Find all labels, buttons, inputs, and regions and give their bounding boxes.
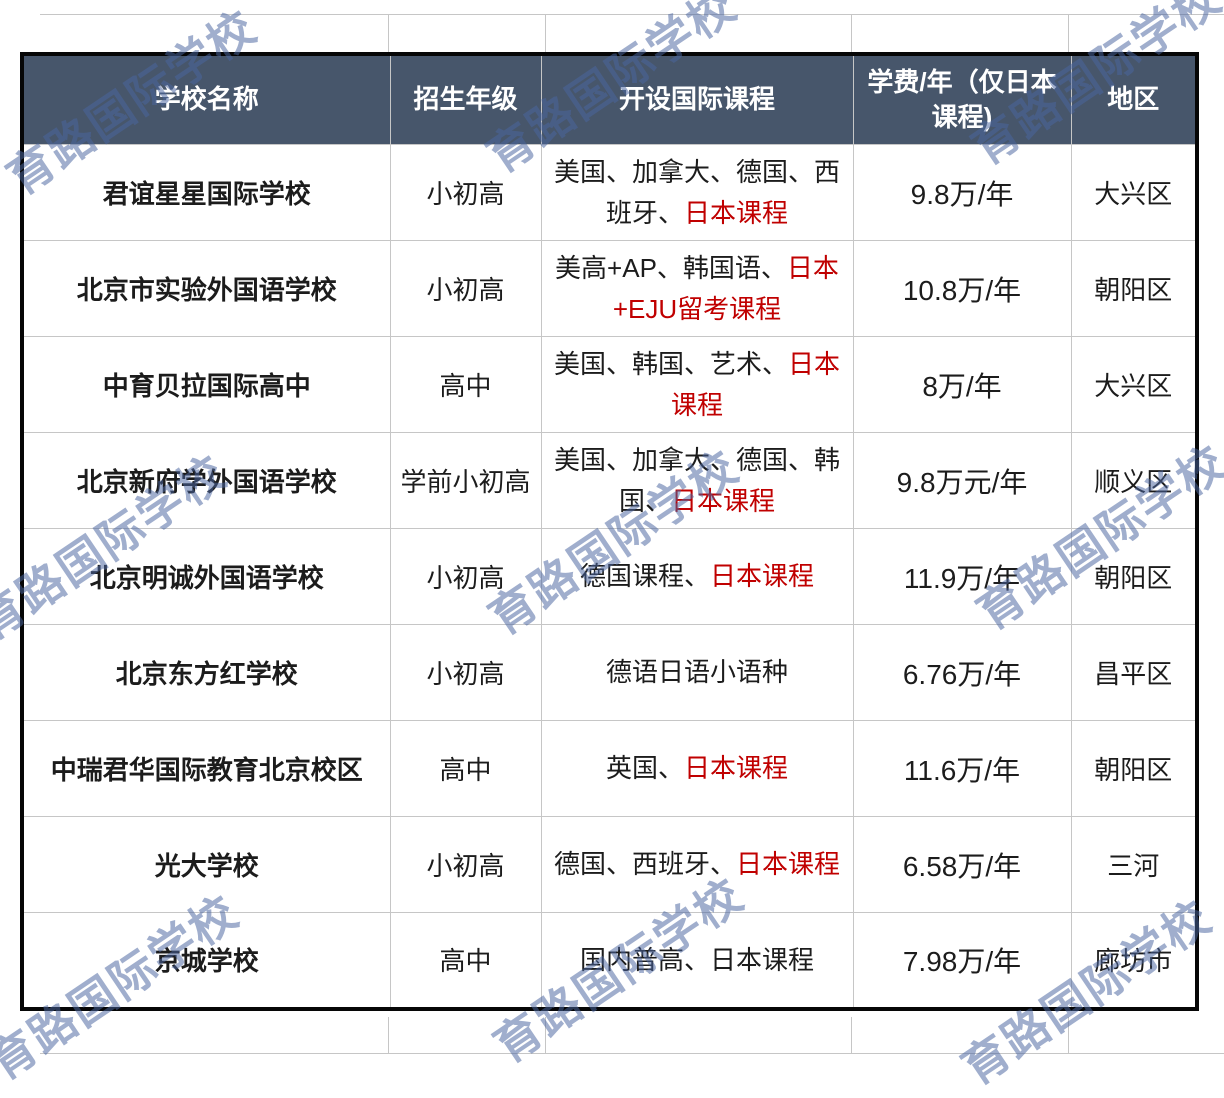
region-cell: 昌平区	[1070, 624, 1198, 721]
school-name-cell: 北京新府学外国语学校	[21, 432, 391, 529]
header-grades: 招生年级	[389, 53, 542, 145]
tuition-cell: 6.58万/年	[852, 816, 1072, 913]
course-japan-highlight: 日本课程	[736, 849, 841, 880]
region-cell: 朝阳区	[1070, 240, 1198, 337]
header-row: 学校名称 招生年级 开设国际课程 学费/年（仅日本课程) 地区	[21, 53, 1198, 145]
table-body: 君谊星星国际学校 小初高 美国、加拿大、德国、西班牙、日本课程 9.8万/年 大兴区 北京…	[21, 144, 1198, 1009]
courses-cell: 德语日语小语种	[540, 624, 854, 721]
tuition-cell: 11.9万/年	[852, 528, 1072, 625]
tuition-cell: 7.98万/年	[852, 912, 1072, 1009]
school-name-cell: 中育贝拉国际高中	[21, 336, 391, 433]
region-cell: 朝阳区	[1070, 720, 1198, 817]
course-text: 德国、西班牙、	[553, 849, 736, 880]
gridline	[545, 15, 546, 53]
table-header: 学校名称 招生年级 开设国际课程 学费/年（仅日本课程) 地区	[21, 53, 1198, 145]
grade-cell: 学前小初高	[389, 432, 542, 529]
grade-cell: 小初高	[389, 144, 542, 241]
course-japan-highlight: 日本课程	[670, 349, 841, 420]
region-cell: 廊坊市	[1070, 912, 1198, 1009]
grade-cell: 小初高	[389, 816, 542, 913]
gridline	[1068, 15, 1069, 53]
region-cell: 三河	[1070, 816, 1198, 913]
course-text: 美高+AP、韩国语、	[555, 253, 787, 284]
course-text: 英国、	[605, 753, 684, 784]
course-text: 德语日语小语种	[605, 657, 788, 688]
region-cell: 朝阳区	[1070, 528, 1198, 625]
courses-cell: 英国、日本课程	[540, 720, 854, 817]
tuition-cell: 10.8万/年	[852, 240, 1072, 337]
courses-cell: 德国课程、日本课程	[540, 528, 854, 625]
grade-cell: 小初高	[389, 240, 542, 337]
table-row: 北京市实验外国语学校 小初高 美高+AP、韩国语、日本+EJU留考课程 10.8万/年…	[21, 240, 1198, 337]
grid-strip-bottom	[40, 1017, 1224, 1054]
region-cell: 顺义区	[1070, 432, 1198, 529]
school-name-cell: 光大学校	[21, 816, 391, 913]
tuition-cell: 6.76万/年	[852, 624, 1072, 721]
school-name-cell: 中瑞君华国际教育北京校区	[21, 720, 391, 817]
course-japan-highlight: 日本课程	[710, 561, 815, 592]
table-row: 北京东方红学校 小初高 德语日语小语种 6.76万/年 昌平区	[21, 624, 1198, 721]
header-region: 地区	[1070, 53, 1198, 145]
table-row: 中瑞君华国际教育北京校区 高中 英国、日本课程 11.6万/年 朝阳区	[21, 720, 1198, 817]
school-name-cell: 北京明诚外国语学校	[21, 528, 391, 625]
courses-cell: 国内普高、日本课程	[540, 912, 854, 1009]
gridline	[1068, 1017, 1069, 1053]
gridline	[545, 1017, 546, 1053]
course-japan-highlight: 日本课程	[684, 197, 789, 228]
courses-cell: 美高+AP、韩国语、日本+EJU留考课程	[540, 240, 854, 337]
table-row: 北京新府学外国语学校 学前小初高 美国、加拿大、德国、韩国、日本课程 9.8万元/年顺…	[21, 432, 1198, 529]
school-name-cell: 京城学校	[21, 912, 391, 1009]
gridline	[388, 15, 389, 53]
region-cell: 大兴区	[1070, 144, 1198, 241]
tuition-cell: 8万/年	[852, 336, 1072, 433]
grade-cell: 小初高	[389, 528, 542, 625]
courses-cell: 美国、韩国、艺术、日本课程	[540, 336, 854, 433]
gridline	[388, 1017, 389, 1053]
course-japan-highlight: 日本课程	[684, 753, 789, 784]
tuition-cell: 9.8万元/年	[852, 432, 1072, 529]
grade-cell: 高中	[389, 720, 542, 817]
courses-cell: 美国、加拿大、德国、西班牙、日本课程	[540, 144, 854, 241]
grid-strip-top	[40, 14, 1224, 53]
table-row: 北京明诚外国语学校 小初高 德国课程、日本课程 11.9万/年 朝阳区	[21, 528, 1198, 625]
course-text: 美国、韩国、艺术、	[553, 349, 788, 380]
tuition-cell: 11.6万/年	[852, 720, 1072, 817]
tuition-cell: 9.8万/年	[852, 144, 1072, 241]
course-text: 德国课程、	[579, 561, 710, 592]
header-school-name: 学校名称	[21, 53, 391, 145]
schools-table: 学校名称 招生年级 开设国际课程 学费/年（仅日本课程) 地区 君谊星星国际学校…	[20, 52, 1199, 1011]
grade-cell: 小初高	[389, 624, 542, 721]
gridline	[851, 1017, 852, 1053]
table-row: 君谊星星国际学校 小初高 美国、加拿大、德国、西班牙、日本课程 9.8万/年 大兴区	[21, 144, 1198, 241]
course-text: 美国、加拿大、德国、西班牙、	[553, 157, 840, 228]
table-row: 光大学校 小初高 德国、西班牙、日本课程 6.58万/年 三河	[21, 816, 1198, 913]
gridline	[851, 15, 852, 53]
course-text: 美国、加拿大、德国、韩国、	[553, 445, 840, 516]
region-cell: 大兴区	[1070, 336, 1198, 433]
grade-cell: 高中	[389, 336, 542, 433]
header-tuition: 学费/年（仅日本课程)	[852, 53, 1072, 145]
header-courses: 开设国际课程	[540, 53, 854, 145]
table-row: 京城学校 高中 国内普高、日本课程 7.98万/年 廊坊市	[21, 912, 1198, 1009]
table-row: 中育贝拉国际高中 高中 美国、韩国、艺术、日本课程 8万/年 大兴区	[21, 336, 1198, 433]
courses-cell: 德国、西班牙、日本课程	[540, 816, 854, 913]
courses-cell: 美国、加拿大、德国、韩国、日本课程	[540, 432, 854, 529]
course-text: 国内普高、日本课程	[579, 944, 814, 975]
course-japan-highlight: 日本+EJU留考课程	[612, 253, 839, 324]
course-japan-highlight: 日本课程	[671, 485, 776, 516]
grade-cell: 高中	[389, 912, 542, 1009]
school-name-cell: 君谊星星国际学校	[21, 144, 391, 241]
school-name-cell: 北京东方红学校	[21, 624, 391, 721]
school-name-cell: 北京市实验外国语学校	[21, 240, 391, 337]
